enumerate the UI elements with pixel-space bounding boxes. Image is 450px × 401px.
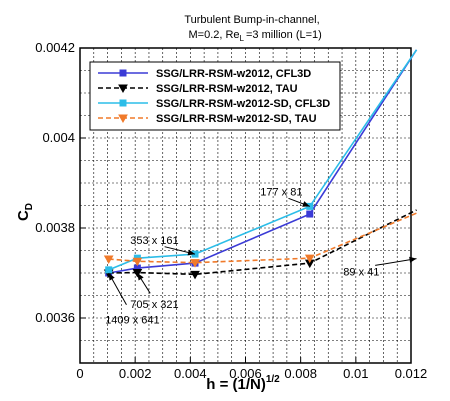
series-line bbox=[108, 209, 417, 276]
x-tick-label: 0.002 bbox=[119, 366, 152, 381]
legend-marker bbox=[119, 99, 127, 107]
annotation-label: 177 x 81 bbox=[260, 187, 302, 199]
annotation-arrowhead bbox=[108, 273, 115, 281]
y-tick-label: 0.0042 bbox=[35, 40, 75, 55]
legend-label: SSG/LRR-RSM-w2012-SD, TAU bbox=[156, 113, 317, 125]
legend-marker bbox=[118, 114, 128, 124]
annotation-arrowhead bbox=[137, 273, 144, 281]
annotation-label: 353 x 161 bbox=[130, 235, 178, 247]
x-tick-label: 0.006 bbox=[229, 366, 262, 381]
x-tick-label: 0 bbox=[76, 366, 83, 381]
data-point bbox=[306, 210, 314, 218]
data-point bbox=[190, 270, 200, 280]
title-re-subscript: L bbox=[240, 34, 245, 43]
series-line bbox=[108, 212, 417, 264]
x-tick-label: 0.012 bbox=[395, 366, 428, 381]
annotation-arrowhead bbox=[409, 256, 417, 263]
data-point bbox=[105, 266, 113, 274]
x-tick-label: 0.01 bbox=[343, 366, 368, 381]
y-tick-label: 0.0038 bbox=[35, 220, 75, 235]
x-tick-label: 0.008 bbox=[284, 366, 317, 381]
legend-marker bbox=[119, 69, 127, 77]
ticks: 0 0.002 0.004 0.006 0.008 0.01 0.012 0.0036 0.00… bbox=[35, 40, 427, 381]
chart-title: Turbulent Bump-in-channel, M=0.2, ReL =3… bbox=[184, 14, 322, 43]
legend-label: SSG/LRR-RSM-w2012-SD, CFL3D bbox=[156, 98, 330, 110]
data-point bbox=[132, 257, 143, 267]
x-axis-label-superscript: 1/2 bbox=[266, 374, 280, 385]
y-axis-label-text: C bbox=[15, 210, 32, 221]
data-point bbox=[304, 254, 315, 264]
x-axis-label: h = (1/N)1/2 bbox=[206, 374, 280, 393]
legend-marker bbox=[118, 84, 128, 94]
data-point bbox=[190, 259, 200, 268]
annotation-arrowhead bbox=[187, 249, 196, 256]
annotation-arrowhead bbox=[302, 201, 310, 207]
y-axis-label: CD bbox=[15, 203, 35, 221]
x-axis-label-text: h = (1/N) bbox=[206, 376, 266, 393]
legend-label: SSG/LRR-RSM-w2012, CFL3D bbox=[156, 68, 311, 80]
title-line-2b: =3 million (L=1) bbox=[246, 29, 322, 41]
y-tick-label: 0.0036 bbox=[35, 310, 75, 325]
annotation-label: 705 x 321 bbox=[130, 299, 178, 311]
y-tick-label: 0.004 bbox=[42, 130, 75, 145]
series-layer bbox=[103, 49, 418, 280]
series-4 bbox=[103, 212, 417, 268]
annotation-label: 89 x 41 bbox=[343, 267, 379, 279]
x-tick-label: 0.004 bbox=[174, 366, 207, 381]
title-line-2: M=0.2, ReL bbox=[188, 29, 244, 43]
y-axis-label-subscript: D bbox=[24, 203, 35, 210]
annotation-label: 1409 x 641 bbox=[105, 314, 159, 326]
legend: SSG/LRR-RSM-w2012, CFL3D SSG/LRR-RSM-w201… bbox=[89, 61, 341, 131]
annotations: 1409 x 641 705 x 321 353 x 161 177 x 81 89 x… bbox=[105, 187, 417, 326]
data-point bbox=[103, 255, 114, 265]
title-line-1: Turbulent Bump-in-channel, bbox=[184, 14, 319, 26]
legend-label: SSG/LRR-RSM-w2012, TAU bbox=[156, 83, 298, 95]
title-mach-re: M=0.2, Re bbox=[188, 29, 239, 41]
